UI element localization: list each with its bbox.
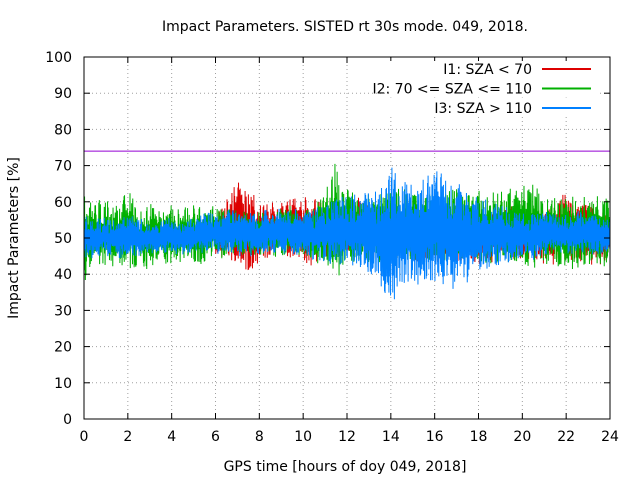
x-tick-label: 2: [123, 429, 132, 445]
x-tick-label: 16: [426, 429, 444, 445]
chart-title: Impact Parameters. SISTED rt 30s mode. 0…: [162, 19, 528, 35]
legend-label-2: I2: 70 <= SZA <= 110: [372, 82, 532, 98]
y-tick-label: 40: [54, 267, 72, 283]
x-tick-label: 18: [470, 429, 488, 445]
legend: I1: SZA < 70 I2: 70 <= SZA <= 110 I3: SZA …: [372, 61, 597, 117]
x-tick-label: 10: [294, 429, 312, 445]
y-tick-label: 60: [54, 195, 72, 211]
plot-area: [83, 163, 611, 300]
y-tick-label: 100: [45, 50, 72, 66]
x-tick-label: 4: [167, 429, 176, 445]
y-tick-label: 10: [54, 376, 72, 392]
x-tick-label: 14: [382, 429, 400, 445]
y-tick-label: 0: [63, 412, 72, 428]
y-tick-label: 90: [54, 86, 72, 102]
y-tick-label: 50: [54, 231, 72, 247]
x-tick-label: 6: [211, 429, 220, 445]
axis-ticks: 0 2 4 6 8 10 12 14 16 18 20 22 240102030405060708090…: [45, 50, 619, 445]
y-tick-label: 30: [54, 303, 72, 319]
y-tick-label: 20: [54, 340, 72, 356]
series-line-3: [83, 167, 611, 300]
x-tick-label: 22: [557, 429, 575, 445]
y-axis-label: Impact Parameters [%]: [6, 157, 22, 319]
x-tick-label: 0: [80, 429, 89, 445]
x-axis-label: GPS time [hours of doy 049, 2018]: [224, 459, 467, 475]
y-tick-label: 70: [54, 159, 72, 175]
y-tick-label: 80: [54, 122, 72, 138]
legend-label-1: I1: SZA < 70: [443, 62, 532, 78]
legend-background: [389, 100, 597, 117]
legend-background: [389, 61, 597, 78]
x-tick-label: 12: [338, 429, 356, 445]
x-tick-label: 8: [255, 429, 264, 445]
x-tick-label: 24: [601, 429, 619, 445]
legend-background: [389, 80, 597, 98]
x-tick-label: 20: [513, 429, 531, 445]
legend-label-3: I3: SZA > 110: [434, 101, 532, 117]
